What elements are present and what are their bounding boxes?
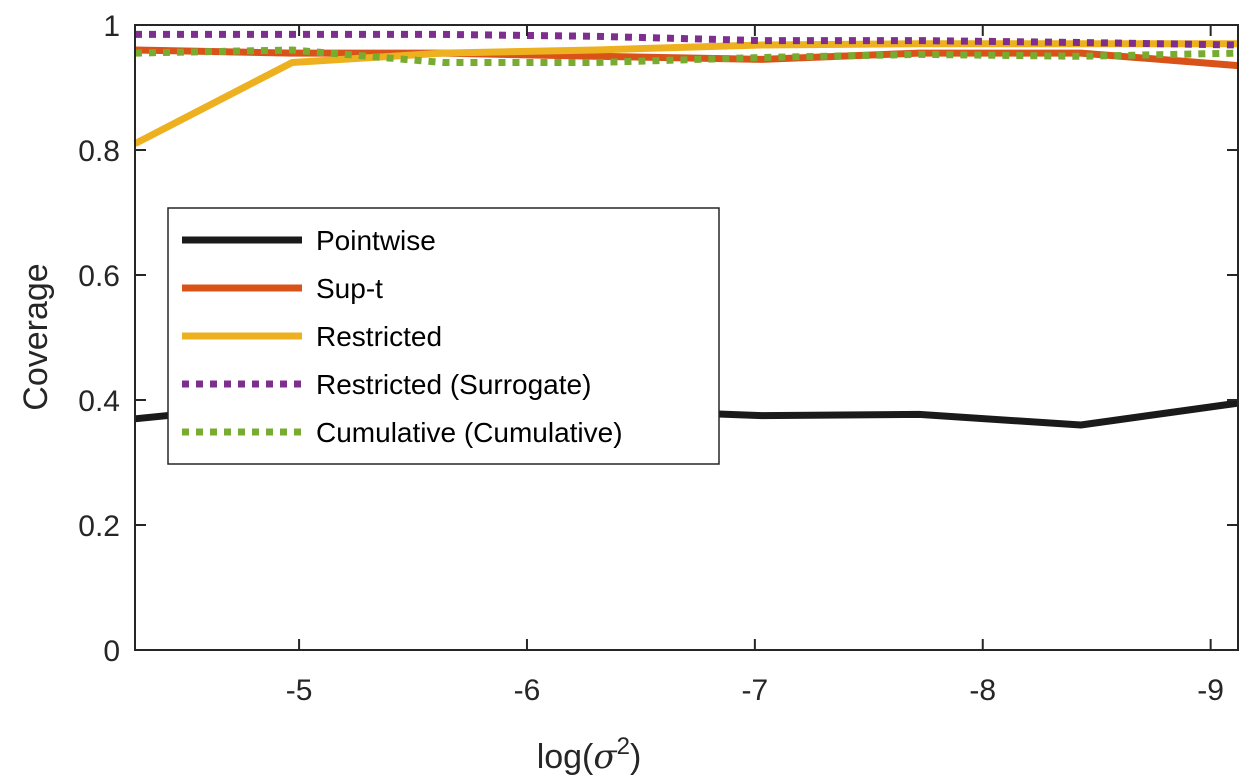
y-tick-label: 0.4 <box>78 385 120 418</box>
legend-label-restricted-surrogate: Restricted (Surrogate) <box>316 369 591 400</box>
x-tick-label: -7 <box>742 674 769 707</box>
ticks-layer: -5 -6 -7 -8 -9 0 0.2 0.4 0.6 0.8 1 <box>78 10 1238 707</box>
series-line-restricted <box>133 40 1238 147</box>
legend-label-restricted: Restricted <box>316 321 442 352</box>
legend-label-sup-t: Sup-t <box>316 273 383 304</box>
y-tick-label: 1 <box>103 10 120 43</box>
series-line-restricted-surrogate <box>135 30 1239 49</box>
x-tick-label: -6 <box>514 674 541 707</box>
x-axis-label: log(σ2) <box>537 733 642 777</box>
x-tick-label: -8 <box>969 674 996 707</box>
x-tick-label: -9 <box>1197 674 1224 707</box>
legend: Pointwise Sup-t Restricted Restricted (Surr… <box>167 207 720 465</box>
x-axis-label-sigma: σ <box>593 737 617 777</box>
legend-label-pointwise: Pointwise <box>316 225 436 256</box>
y-tick-label: 0.8 <box>78 135 120 168</box>
legend-label-cumulative-cumulative: Cumulative (Cumulative) <box>316 417 623 448</box>
x-tick-label: -5 <box>286 674 313 707</box>
x-axis-label-exponent: 2 <box>617 733 630 760</box>
y-axis-label: Coverage <box>17 263 55 410</box>
series-line-cumulative-cumulative <box>134 46 1239 66</box>
x-axis-label-close: ) <box>630 738 641 776</box>
y-tick-label: 0.2 <box>78 510 120 543</box>
x-axis-label-base: log( <box>537 738 594 776</box>
y-tick-label: 0.6 <box>78 260 120 293</box>
y-tick-label: 0 <box>103 635 120 668</box>
plot-frame <box>134 24 1239 651</box>
